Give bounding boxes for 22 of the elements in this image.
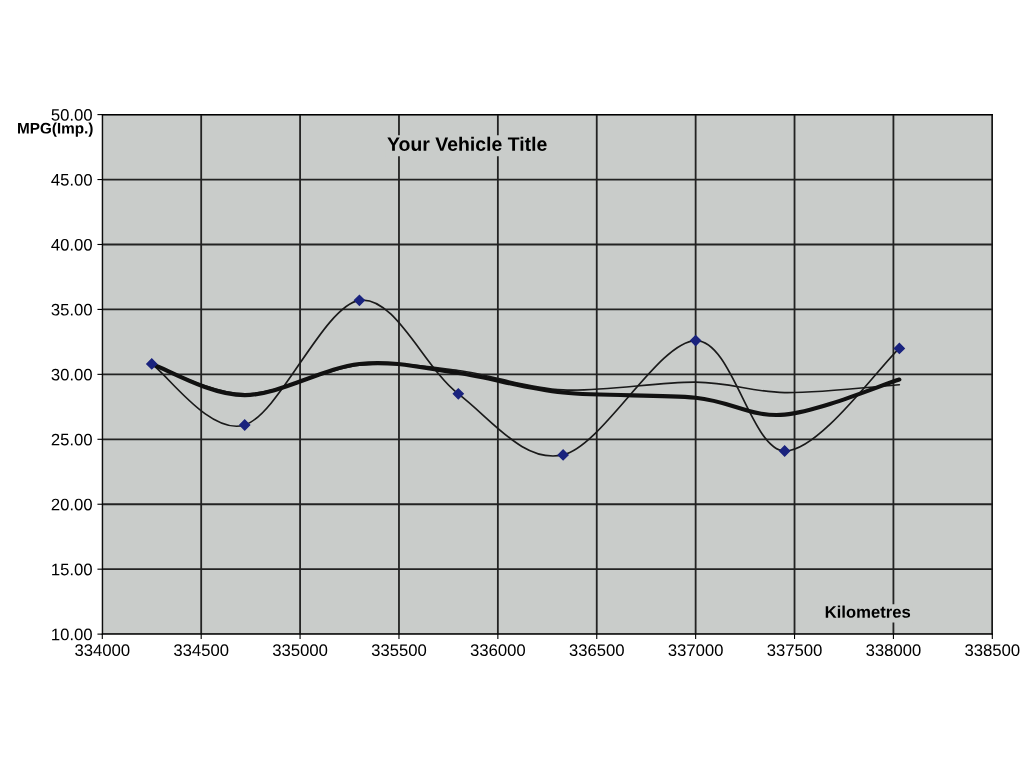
y-tick-label: 30.00 [51,368,92,381]
x-tick-label: 337500 [767,644,822,657]
y-tick-label: 35.00 [51,303,92,316]
x-tick-label: 334000 [75,644,130,657]
x-tick-label: 338500 [965,644,1020,657]
y-tick-label: 25.00 [51,433,92,446]
y-axis-title: MPG(Imp.) [18,122,93,137]
y-tick-label: 15.00 [52,563,92,576]
x-tick-label: 338000 [866,644,921,657]
y-tick-label: 45.00 [51,173,92,186]
y-tick-label: 20.00 [51,498,92,511]
text: Your Vehicle Title [387,136,547,151]
x-tick-label: 335500 [371,644,427,657]
x-tick-label: 335000 [272,644,328,657]
x-tick-label: 337000 [668,644,723,657]
y-tick-label: 50.00 [51,109,92,121]
y-tick-label: 40.00 [51,238,92,251]
x-axis-title: Kilometres [825,605,911,618]
x-tick-label: 336500 [569,644,624,657]
y-tick-label: 10.00 [52,628,92,641]
x-tick-label: 334500 [174,644,229,657]
x-tick-label: 336000 [470,644,526,657]
